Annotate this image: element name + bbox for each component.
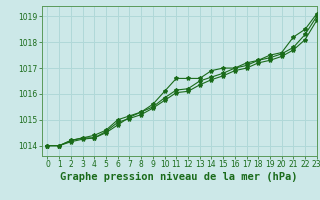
- X-axis label: Graphe pression niveau de la mer (hPa): Graphe pression niveau de la mer (hPa): [60, 172, 298, 182]
